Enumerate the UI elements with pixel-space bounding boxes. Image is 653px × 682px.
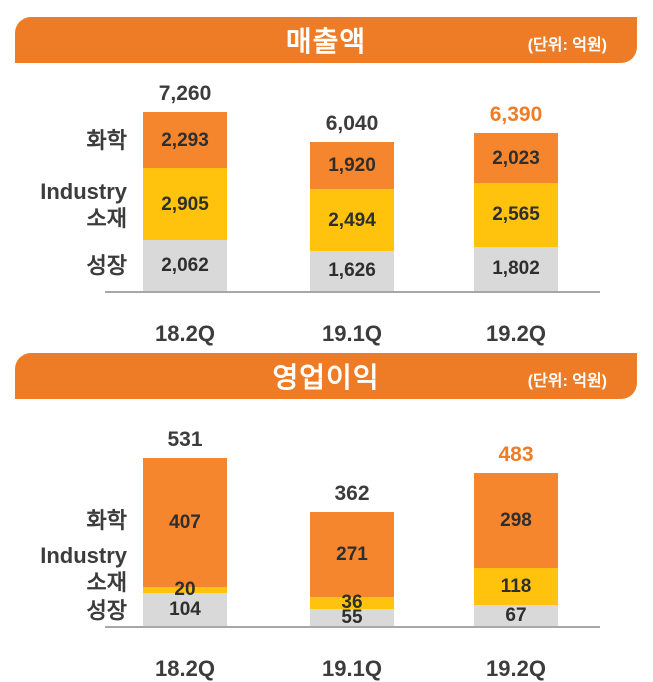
bar-total-label: 6,040 <box>325 111 379 135</box>
stacked-bar-19.2Q: 6,390 2,023 2,565 1,802 <box>474 104 558 291</box>
bar-total-label: 7,260 <box>158 81 212 105</box>
segment-value-label: 20 <box>174 579 196 601</box>
stacked-bar-18.2Q: 7,260 2,293 2,905 2,062 <box>143 81 227 291</box>
segment-growth: 55 <box>310 606 394 628</box>
segment-growth: 2,062 <box>143 240 227 291</box>
operating-profit-category-label-19-1q: 19.1Q <box>322 656 382 681</box>
segment-chemical: 2,293 <box>143 111 227 169</box>
segment-value-label: 2,565 <box>492 204 540 226</box>
operating-profit-chart-section: 영업이익 (단위: 억원) 화학 Industry 소재 성장 531 407 20… <box>0 345 653 681</box>
segment-value-label: 271 <box>336 543 368 565</box>
series-label-growth: 성장 <box>86 253 127 278</box>
stacked-bar-18.2Q: 531 407 20 104 <box>143 429 227 626</box>
operating-profit-x-axis-line <box>105 626 600 628</box>
segment-chemical: 407 <box>143 458 227 587</box>
segment-value-label: 2,494 <box>328 209 376 231</box>
series-label-chemical: 화학 <box>86 128 127 153</box>
operating-profit-chart-unit-label: (단위: 억원) <box>527 372 607 390</box>
bar-total-label: 6,390 <box>489 103 543 127</box>
segment-growth: 67 <box>474 604 558 626</box>
bar-total-label: 362 <box>334 481 370 505</box>
segment-chemical: 2,023 <box>474 133 558 184</box>
revenue-chart-title: 매출액 <box>285 26 367 57</box>
series-label-industry-material: Industry 소재 <box>40 179 127 231</box>
segment-value-label: 104 <box>169 599 201 621</box>
segment-value-label: 55 <box>341 606 363 628</box>
segment-value-label: 67 <box>505 604 527 626</box>
segment-chemical: 1,920 <box>310 141 394 190</box>
segment-value-label: 2,023 <box>492 147 540 169</box>
series-label-industry-material: Industry 소재 <box>40 543 127 595</box>
segment-industry-material: 2,905 <box>143 168 227 241</box>
stacked-bar-19.2Q: 483 298 118 67 <box>474 444 558 626</box>
segment-growth: 1,626 <box>310 250 394 291</box>
segment-industry-material: 118 <box>474 567 558 605</box>
segment-value-label: 36 <box>341 592 363 614</box>
segment-industry-material: 36 <box>310 593 394 612</box>
revenue-chart-header: 매출액 (단위: 억원) <box>15 17 637 63</box>
revenue-category-label-19-2q: 19.2Q <box>486 321 546 346</box>
operating-profit-category-label-18-2q: 18.2Q <box>155 656 215 681</box>
segment-industry-material: 2,565 <box>474 183 558 247</box>
segment-value-label: 118 <box>500 575 532 597</box>
segment-growth: 1,802 <box>474 246 558 291</box>
revenue-category-label-19-1q: 19.1Q <box>322 321 382 346</box>
segment-value-label: 1,802 <box>492 258 540 280</box>
revenue-x-axis-line <box>105 291 600 293</box>
segment-value-label: 2,293 <box>161 129 209 151</box>
segment-value-label: 298 <box>500 509 532 531</box>
segment-industry-material: 20 <box>143 580 227 599</box>
revenue-chart-unit-label: (단위: 억원) <box>527 36 607 54</box>
operating-profit-chart-title: 영업이익 <box>272 362 380 393</box>
segment-chemical: 271 <box>310 511 394 598</box>
revenue-plot-area: 7,260 2,293 2,905 2,062 6,040 1,920 2,494 1,626… <box>143 81 558 291</box>
segment-growth: 104 <box>143 593 227 626</box>
segment-industry-material: 2,494 <box>310 189 394 251</box>
revenue-chart-section: 매출액 (단위: 억원) 화학 Industry 소재 성장 7,260 2,29… <box>15 17 637 346</box>
stacked-bar-19.1Q: 362 271 36 55 <box>310 481 394 628</box>
bar-total-label: 483 <box>498 443 534 467</box>
stacked-bar-19.1Q: 6,040 1,920 2,494 1,626 <box>310 111 394 291</box>
series-label-chemical: 화학 <box>86 508 127 533</box>
segment-value-label: 407 <box>169 512 201 534</box>
series-label-growth: 성장 <box>86 598 127 623</box>
operating-profit-plot-area: 531 407 20 104 362 271 36 55 483 298 118 67 <box>0 345 653 677</box>
bar-total-label: 531 <box>167 428 203 452</box>
segment-value-label: 2,905 <box>161 193 209 215</box>
revenue-category-label-18-2q: 18.2Q <box>155 321 215 346</box>
operating-profit-category-label-19-2q: 19.2Q <box>486 656 546 681</box>
segment-value-label: 2,062 <box>161 255 209 277</box>
segment-value-label: 1,626 <box>328 260 376 282</box>
segment-chemical: 298 <box>474 473 558 568</box>
segment-value-label: 1,920 <box>328 155 376 177</box>
operating-profit-chart-header: 영업이익 (단위: 억원) <box>15 353 637 399</box>
